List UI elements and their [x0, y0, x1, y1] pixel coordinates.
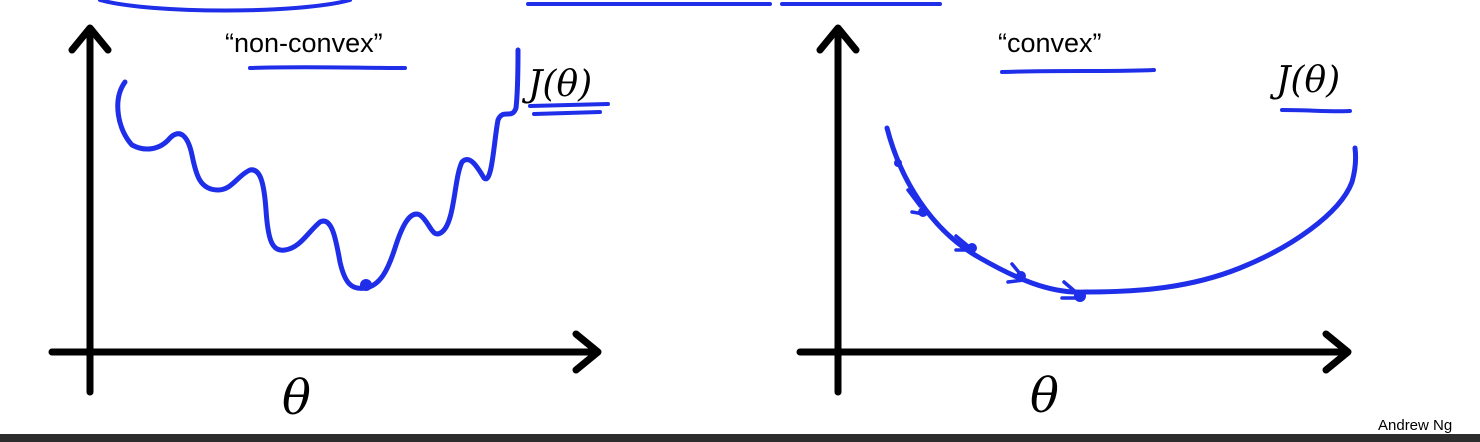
non-convex-underline — [248, 65, 407, 70]
left-panel: “non-convex” J(θ) θ — [48, 24, 610, 426]
left-function-underline — [528, 102, 610, 116]
non-convex-curve — [115, 47, 521, 291]
left-function-label: J(θ) — [521, 64, 592, 105]
convex-underline — [1000, 68, 1156, 74]
step-point-1 — [894, 159, 902, 167]
convex-label: “convex” — [998, 28, 1102, 58]
right-panel: “convex” J(θ) θ — [796, 24, 1359, 424]
bottom-bar — [0, 434, 1480, 442]
top-ink-remnant-left — [98, 0, 352, 13]
right-y-axis — [816, 24, 860, 396]
left-theta-label: θ — [282, 370, 311, 426]
right-theta-label: θ — [1030, 368, 1059, 424]
left-x-axis — [48, 330, 602, 374]
gradient-descent-steps — [894, 159, 1086, 302]
right-function-underline — [1280, 108, 1352, 114]
left-y-axis — [68, 24, 112, 396]
right-function-label: J(θ) — [1269, 60, 1340, 101]
step-arrow-3 — [1006, 262, 1026, 284]
non-convex-label: “non-convex” — [225, 28, 383, 58]
convex-curve — [884, 125, 1359, 295]
step-arrow-1 — [906, 188, 926, 216]
author-credit: Andrew Ng — [1378, 417, 1452, 434]
step-arrow-2 — [954, 234, 974, 252]
local-minimum-dot — [360, 279, 372, 291]
right-x-axis — [796, 330, 1352, 374]
step-arrow-4 — [1060, 280, 1082, 300]
